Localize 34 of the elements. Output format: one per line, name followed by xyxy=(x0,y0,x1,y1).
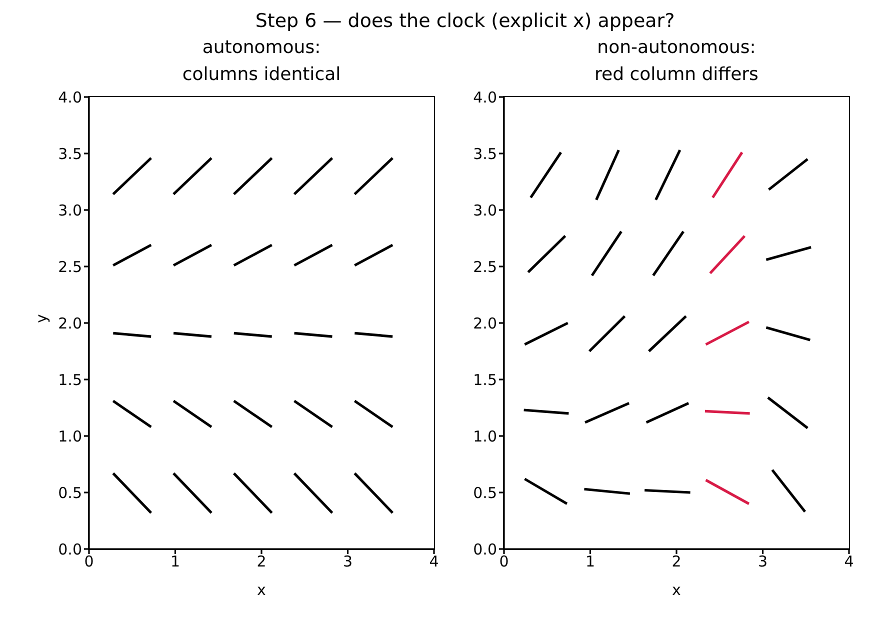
y-axis-title: y xyxy=(32,314,50,323)
x-tick-label: 2 xyxy=(256,552,266,571)
y-tick-label: 3.5 xyxy=(473,144,497,163)
chart-title: autonomous: columns identical xyxy=(181,36,342,87)
y-tick-label: 2.5 xyxy=(473,258,497,276)
x-tick-label: 4 xyxy=(844,552,854,571)
chart-title: non-autonomous: red column differs xyxy=(594,36,760,87)
x-tick-label: 0 xyxy=(499,552,509,571)
x-axis-title: x xyxy=(257,581,266,599)
x-tick-label: 1 xyxy=(585,552,596,571)
y-tick-label: 4.0 xyxy=(58,88,82,106)
y-tick-label: 1.5 xyxy=(473,370,497,389)
y-tick-label: 0.0 xyxy=(473,540,497,558)
y-tick-label: 1.5 xyxy=(58,370,82,389)
y-tick-label: 3.5 xyxy=(58,144,82,163)
x-tick-label: 3 xyxy=(758,552,768,571)
x-tick-label: 3 xyxy=(342,552,353,571)
y-tick-label: 0.5 xyxy=(58,484,82,502)
y-tick-label: 0.5 xyxy=(473,484,497,502)
y-tick-label: 2.0 xyxy=(473,314,497,332)
x-tick-label: 0 xyxy=(84,552,94,571)
y-tick-label: 0.0 xyxy=(58,540,82,558)
x-axis-title: x xyxy=(672,581,682,599)
y-tick-label: 3.0 xyxy=(58,201,82,220)
y-tick-label: 3.0 xyxy=(473,201,497,220)
y-tick-label: 1.0 xyxy=(58,427,82,446)
x-tick-label: 1 xyxy=(170,552,180,571)
y-tick-label: 1.0 xyxy=(473,427,497,446)
y-tick-label: 2.5 xyxy=(58,258,82,276)
text: Step 6 — does the clock (explicit x) appear? xyxy=(254,10,676,32)
y-tick-label: 2.0 xyxy=(58,314,82,332)
x-tick-label: 4 xyxy=(429,552,439,571)
y-tick-label: 4.0 xyxy=(473,88,497,106)
x-tick-label: 2 xyxy=(672,552,682,571)
